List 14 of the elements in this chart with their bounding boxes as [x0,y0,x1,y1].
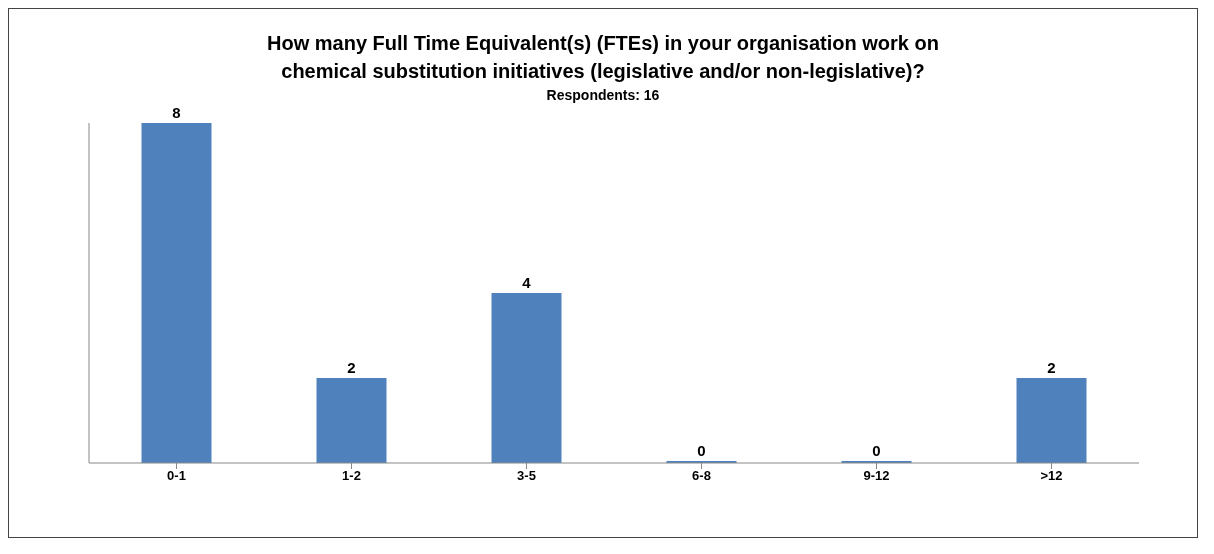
chart-subtitle: Respondents: 16 [545,87,661,103]
x-tick-label: 9-12 [863,468,890,484]
data-label: 2 [347,359,356,376]
x-tick-label: 3-5 [517,468,536,484]
data-label: 2 [1047,359,1056,376]
x-tick-label: 1-2 [342,468,361,484]
data-label: 4 [522,274,532,291]
chart-title: How many Full Time Equivalent(s) (FTEs) in your organisation work on chemical substitution initiatives (legislative and/or non-legislative)? [266,31,940,84]
data-label: 0 [697,442,706,459]
x-tick-label: 6-8 [692,468,711,484]
x-tick-label: >12 [1040,468,1063,484]
data-label: 8 [172,104,181,121]
data-label: 0 [872,442,881,459]
x-tick-label: 0-1 [167,468,186,484]
